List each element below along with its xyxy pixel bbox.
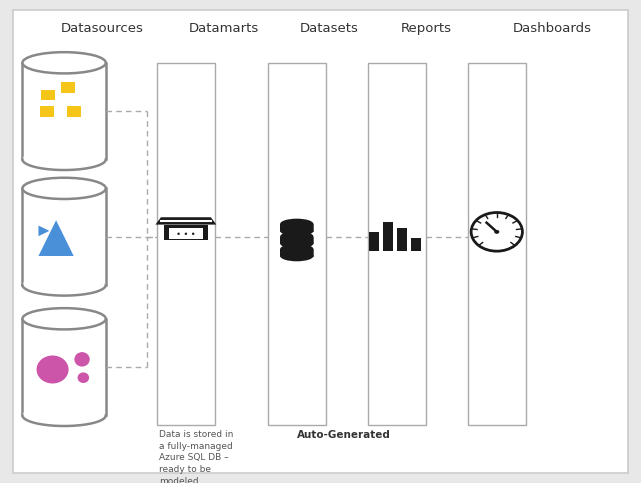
Text: Data is stored in
a fully-managed
Azure SQL DB –
ready to be
modeled
and consume: Data is stored in a fully-managed Azure … — [159, 430, 233, 483]
Bar — [40, 106, 54, 117]
Bar — [164, 225, 208, 240]
Bar — [280, 224, 313, 231]
Text: Datasources: Datasources — [61, 22, 144, 35]
Bar — [41, 90, 55, 100]
Bar — [169, 227, 203, 239]
Text: Reports: Reports — [401, 22, 452, 35]
Ellipse shape — [185, 233, 187, 235]
Ellipse shape — [74, 352, 90, 367]
FancyBboxPatch shape — [13, 10, 628, 473]
Bar — [280, 237, 313, 243]
Bar — [397, 228, 407, 251]
Ellipse shape — [22, 274, 106, 296]
Bar — [61, 82, 75, 93]
Bar — [22, 63, 106, 159]
Polygon shape — [38, 226, 49, 236]
Ellipse shape — [22, 52, 106, 73]
Bar — [383, 222, 393, 251]
Ellipse shape — [192, 233, 194, 235]
Bar — [368, 63, 426, 425]
Bar — [67, 106, 81, 117]
Text: Datamarts: Datamarts — [189, 22, 260, 35]
Ellipse shape — [22, 178, 106, 199]
Text: Dashboards: Dashboards — [513, 22, 592, 35]
Ellipse shape — [22, 149, 106, 170]
Bar — [157, 63, 215, 425]
Polygon shape — [38, 220, 74, 256]
Ellipse shape — [22, 308, 106, 329]
Ellipse shape — [494, 230, 499, 234]
Bar — [369, 232, 379, 251]
Text: Auto-Generated: Auto-Generated — [297, 430, 390, 440]
Polygon shape — [155, 217, 216, 225]
Bar — [268, 63, 326, 425]
Ellipse shape — [178, 233, 179, 235]
Ellipse shape — [37, 355, 69, 384]
Ellipse shape — [78, 372, 89, 383]
Ellipse shape — [280, 251, 313, 261]
Ellipse shape — [22, 405, 106, 426]
Ellipse shape — [280, 244, 313, 255]
Ellipse shape — [280, 238, 313, 249]
Ellipse shape — [280, 231, 313, 242]
Bar — [468, 63, 526, 425]
Bar — [22, 319, 106, 415]
Bar — [411, 238, 421, 251]
Text: Datasets: Datasets — [300, 22, 359, 35]
Bar — [22, 188, 106, 285]
Ellipse shape — [280, 219, 313, 229]
Bar — [280, 249, 313, 256]
Ellipse shape — [280, 226, 313, 236]
